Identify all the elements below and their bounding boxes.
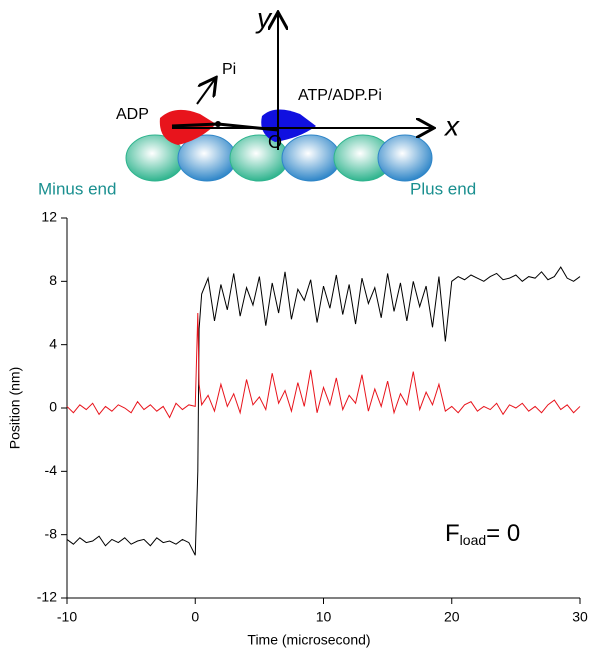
joint [215,121,221,127]
tubulin-beta [377,134,433,182]
x-tick-label: 0 [191,609,199,625]
y-tick-label: -4 [45,462,58,478]
x-tick-label: -10 [57,609,77,625]
series-line [66,312,581,419]
pi-label: Pi [222,61,236,78]
plus-end-label: Plus end [410,179,476,198]
y-tick-label: -8 [45,525,58,541]
x-tick-label: 10 [316,609,332,625]
pi-arrow [196,79,215,105]
y-tick-label: 4 [49,335,57,351]
adp-label: ADP [116,106,149,123]
x-axis-title: Time (microsecond) [247,632,370,648]
series-line [66,266,581,556]
atp-head [261,109,316,142]
annotation-sub: load [460,532,486,548]
annotation-main: F [445,520,460,547]
annotation: Fload= 0 [445,520,520,547]
neck-linker [171,122,219,128]
x-tick-label: 30 [572,609,588,625]
y-label: y [255,2,273,33]
x-tick-label: 20 [444,609,460,625]
origin-label: O [268,132,282,152]
annotation-rest: = 0 [486,520,520,547]
y-axis-title: Position (nm) [7,367,23,449]
atp-label: ATP/ADP.Pi [298,87,382,104]
minus-end-label: Minus end [38,179,116,198]
y-tick-label: 0 [49,399,57,415]
tubulin-beta [281,134,341,182]
y-tick-label: -12 [37,589,57,605]
diagram: y x O Pi ADP ATP/ADP.Pi Minus end Plus e… [38,2,476,198]
y-tick-label: 12 [41,209,57,225]
y-tick-label: 8 [49,272,57,288]
x-label: x [443,110,460,141]
